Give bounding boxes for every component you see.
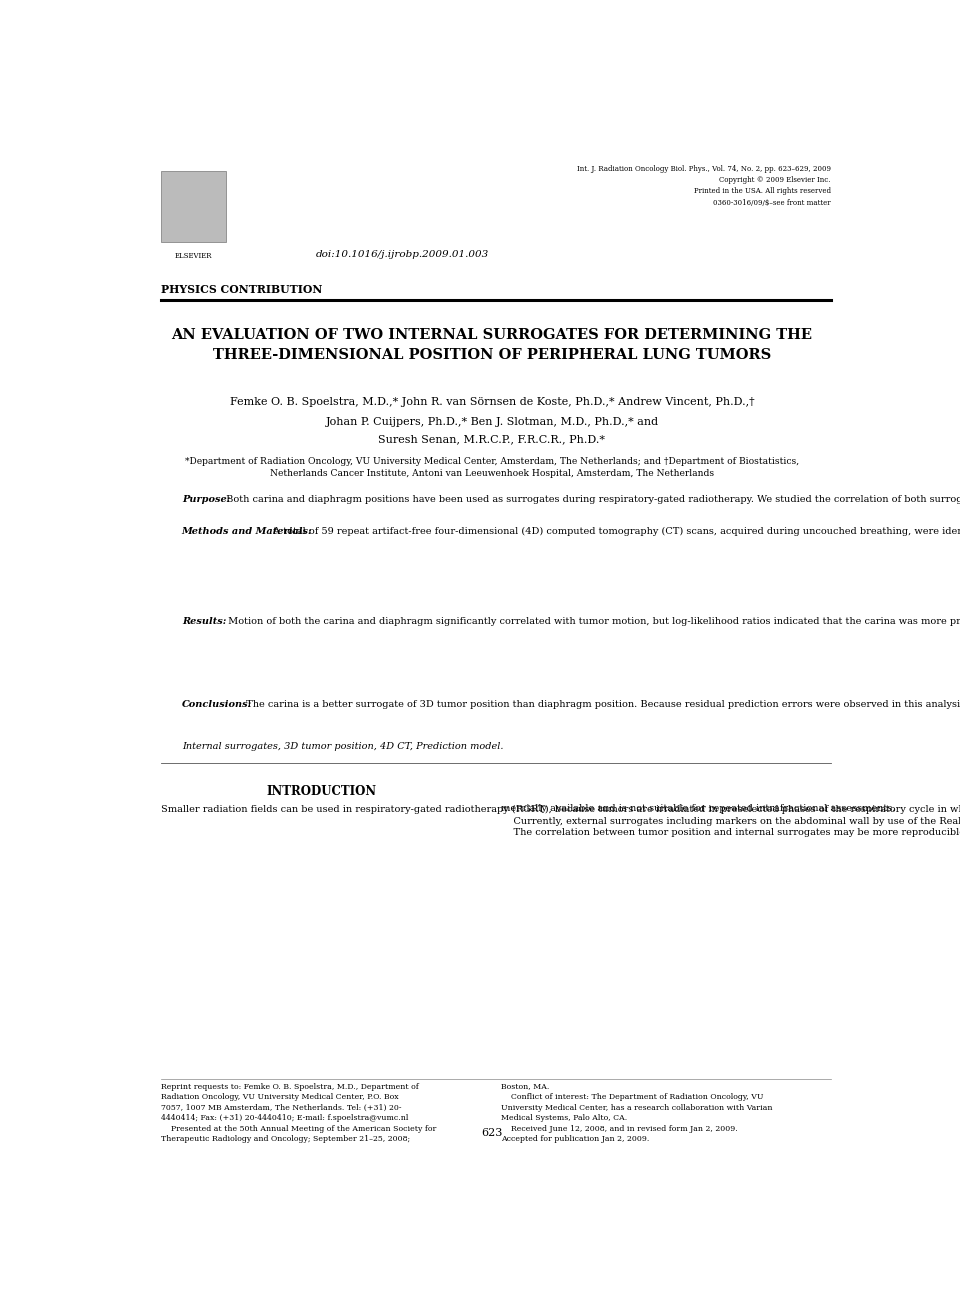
- Text: A total of 59 repeat artifact-free four-dimensional (4D) computed tomography (CT: A total of 59 repeat artifact-free four-…: [270, 528, 960, 537]
- Text: Motion of both the carina and diaphragm significantly correlated with tumor moti: Motion of both the carina and diaphragm …: [225, 617, 960, 626]
- Text: Int. J. Radiation Oncology Biol. Phys., Vol. 74, No. 2, pp. 623–629, 2009
Copyri: Int. J. Radiation Oncology Biol. Phys., …: [577, 165, 830, 206]
- Text: Suresh Senan, M.R.C.P., F.R.C.R., Ph.D.*: Suresh Senan, M.R.C.P., F.R.C.R., Ph.D.*: [378, 433, 606, 444]
- Text: Results:: Results:: [181, 617, 227, 626]
- Text: mercially available and is not suitable for repeated intrafractional assessments: mercially available and is not suitable …: [501, 805, 960, 837]
- Text: Conclusions:: Conclusions:: [181, 700, 252, 710]
- Text: *Department of Radiation Oncology, VU University Medical Center, Amsterdam, The : *Department of Radiation Oncology, VU Un…: [185, 457, 799, 479]
- Text: Purpose:: Purpose:: [181, 494, 230, 503]
- Text: 623: 623: [481, 1129, 503, 1138]
- Text: AN EVALUATION OF TWO INTERNAL SURROGATES FOR DETERMINING THE
THREE-DIMENSIONAL P: AN EVALUATION OF TWO INTERNAL SURROGATES…: [172, 328, 812, 361]
- Text: doi:10.1016/j.ijrobp.2009.01.003: doi:10.1016/j.ijrobp.2009.01.003: [316, 250, 490, 259]
- Text: INTRODUCTION: INTRODUCTION: [267, 784, 377, 797]
- Text: Johan P. Cuijpers, Ph.D.,* Ben J. Slotman, M.D., Ph.D.,* and: Johan P. Cuijpers, Ph.D.,* Ben J. Slotma…: [325, 417, 659, 427]
- Text: Methods and Materials:: Methods and Materials:: [181, 528, 312, 537]
- Text: Reprint requests to: Femke O. B. Spoelstra, M.D., Department of
Radiation Oncolo: Reprint requests to: Femke O. B. Spoelst…: [161, 1082, 436, 1143]
- Text: ELSEVIER: ELSEVIER: [175, 252, 212, 261]
- Text: Internal surrogates, 3D tumor position, 4D CT, Prediction model.: Internal surrogates, 3D tumor position, …: [181, 742, 503, 751]
- Text: The carina is a better surrogate of 3D tumor position than diaphragm position. B: The carina is a better surrogate of 3D t…: [243, 700, 960, 710]
- Text: PHYSICS CONTRIBUTION: PHYSICS CONTRIBUTION: [161, 284, 323, 295]
- FancyBboxPatch shape: [161, 170, 227, 243]
- Text: Smaller radiation fields can be used in respiratory-gated radiotherapy (RGRT), b: Smaller radiation fields can be used in …: [161, 805, 960, 814]
- Text: Both carina and diaphragm positions have been used as surrogates during respirat: Both carina and diaphragm positions have…: [224, 494, 960, 503]
- Text: Femke O. B. Spoelstra, M.D.,* John R. van Sörnsen de Koste, Ph.D.,* Andrew Vince: Femke O. B. Spoelstra, M.D.,* John R. va…: [229, 397, 755, 408]
- Text: Boston, MA.
    Conflict of interest: The Department of Radiation Oncology, VU
U: Boston, MA. Conflict of interest: The De…: [501, 1082, 773, 1143]
